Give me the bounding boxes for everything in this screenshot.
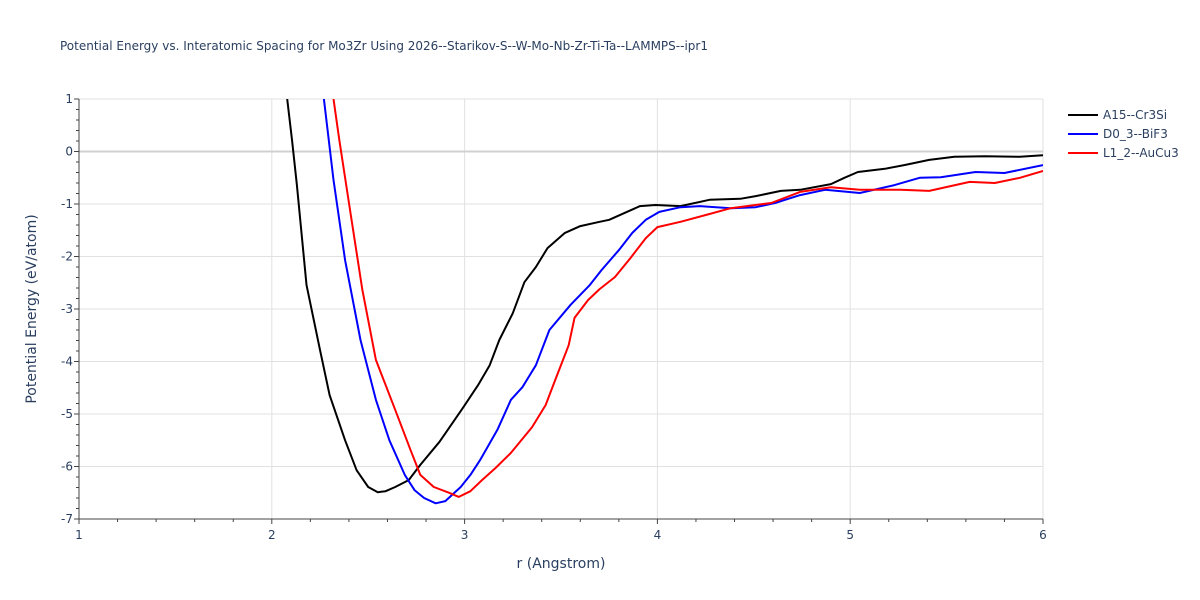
series-lines [286,99,1043,505]
x-tick-label: 6 [1039,528,1047,542]
legend-label: A15--Cr3Si [1103,108,1167,122]
series-line-L1_2--AuCu3 [332,99,1043,498]
y-tick-label: -7 [61,512,73,526]
chart-title: Potential Energy vs. Interatomic Spacing… [60,39,708,53]
legend[interactable]: A15--Cr3Si D0_3--BiF3 L1_2--AuCu3 [1068,108,1179,160]
x-axis-label: r (Angstrom) [517,556,606,572]
x-tick-label: 4 [654,528,662,542]
legend-item[interactable]: A15--Cr3Si [1068,108,1167,122]
legend-label: L1_2--AuCu3 [1103,146,1179,160]
x-tick-label: 2 [268,528,276,542]
y-axis-label: Potential Energy (eV/atom) [24,214,40,403]
x-tick-label: 1 [75,528,83,542]
x-tick-label: 3 [461,528,469,542]
y-tick-label: -2 [61,250,73,264]
y-tick-label: -3 [61,302,73,316]
y-tick-label: -5 [61,407,73,421]
grid [74,98,1044,524]
y-tick-label: 1 [65,92,73,106]
legend-item[interactable]: D0_3--BiF3 [1068,127,1168,141]
tick-labels: 1 2 3 4 5 6 1 0 -1 -2 -3 -4 -5 -6 -7 [61,92,1047,542]
x-tick-label: 5 [846,528,854,542]
series-line-A15--Cr3Si [286,99,1043,494]
series-line-D0_3--BiF3 [322,99,1043,505]
y-tick-label: -1 [61,197,73,211]
y-tick-label: 0 [65,145,73,159]
y-tick-label: -6 [61,460,73,474]
legend-label: D0_3--BiF3 [1103,127,1168,141]
y-tick-label: -4 [61,355,73,369]
legend-item[interactable]: L1_2--AuCu3 [1068,146,1179,160]
